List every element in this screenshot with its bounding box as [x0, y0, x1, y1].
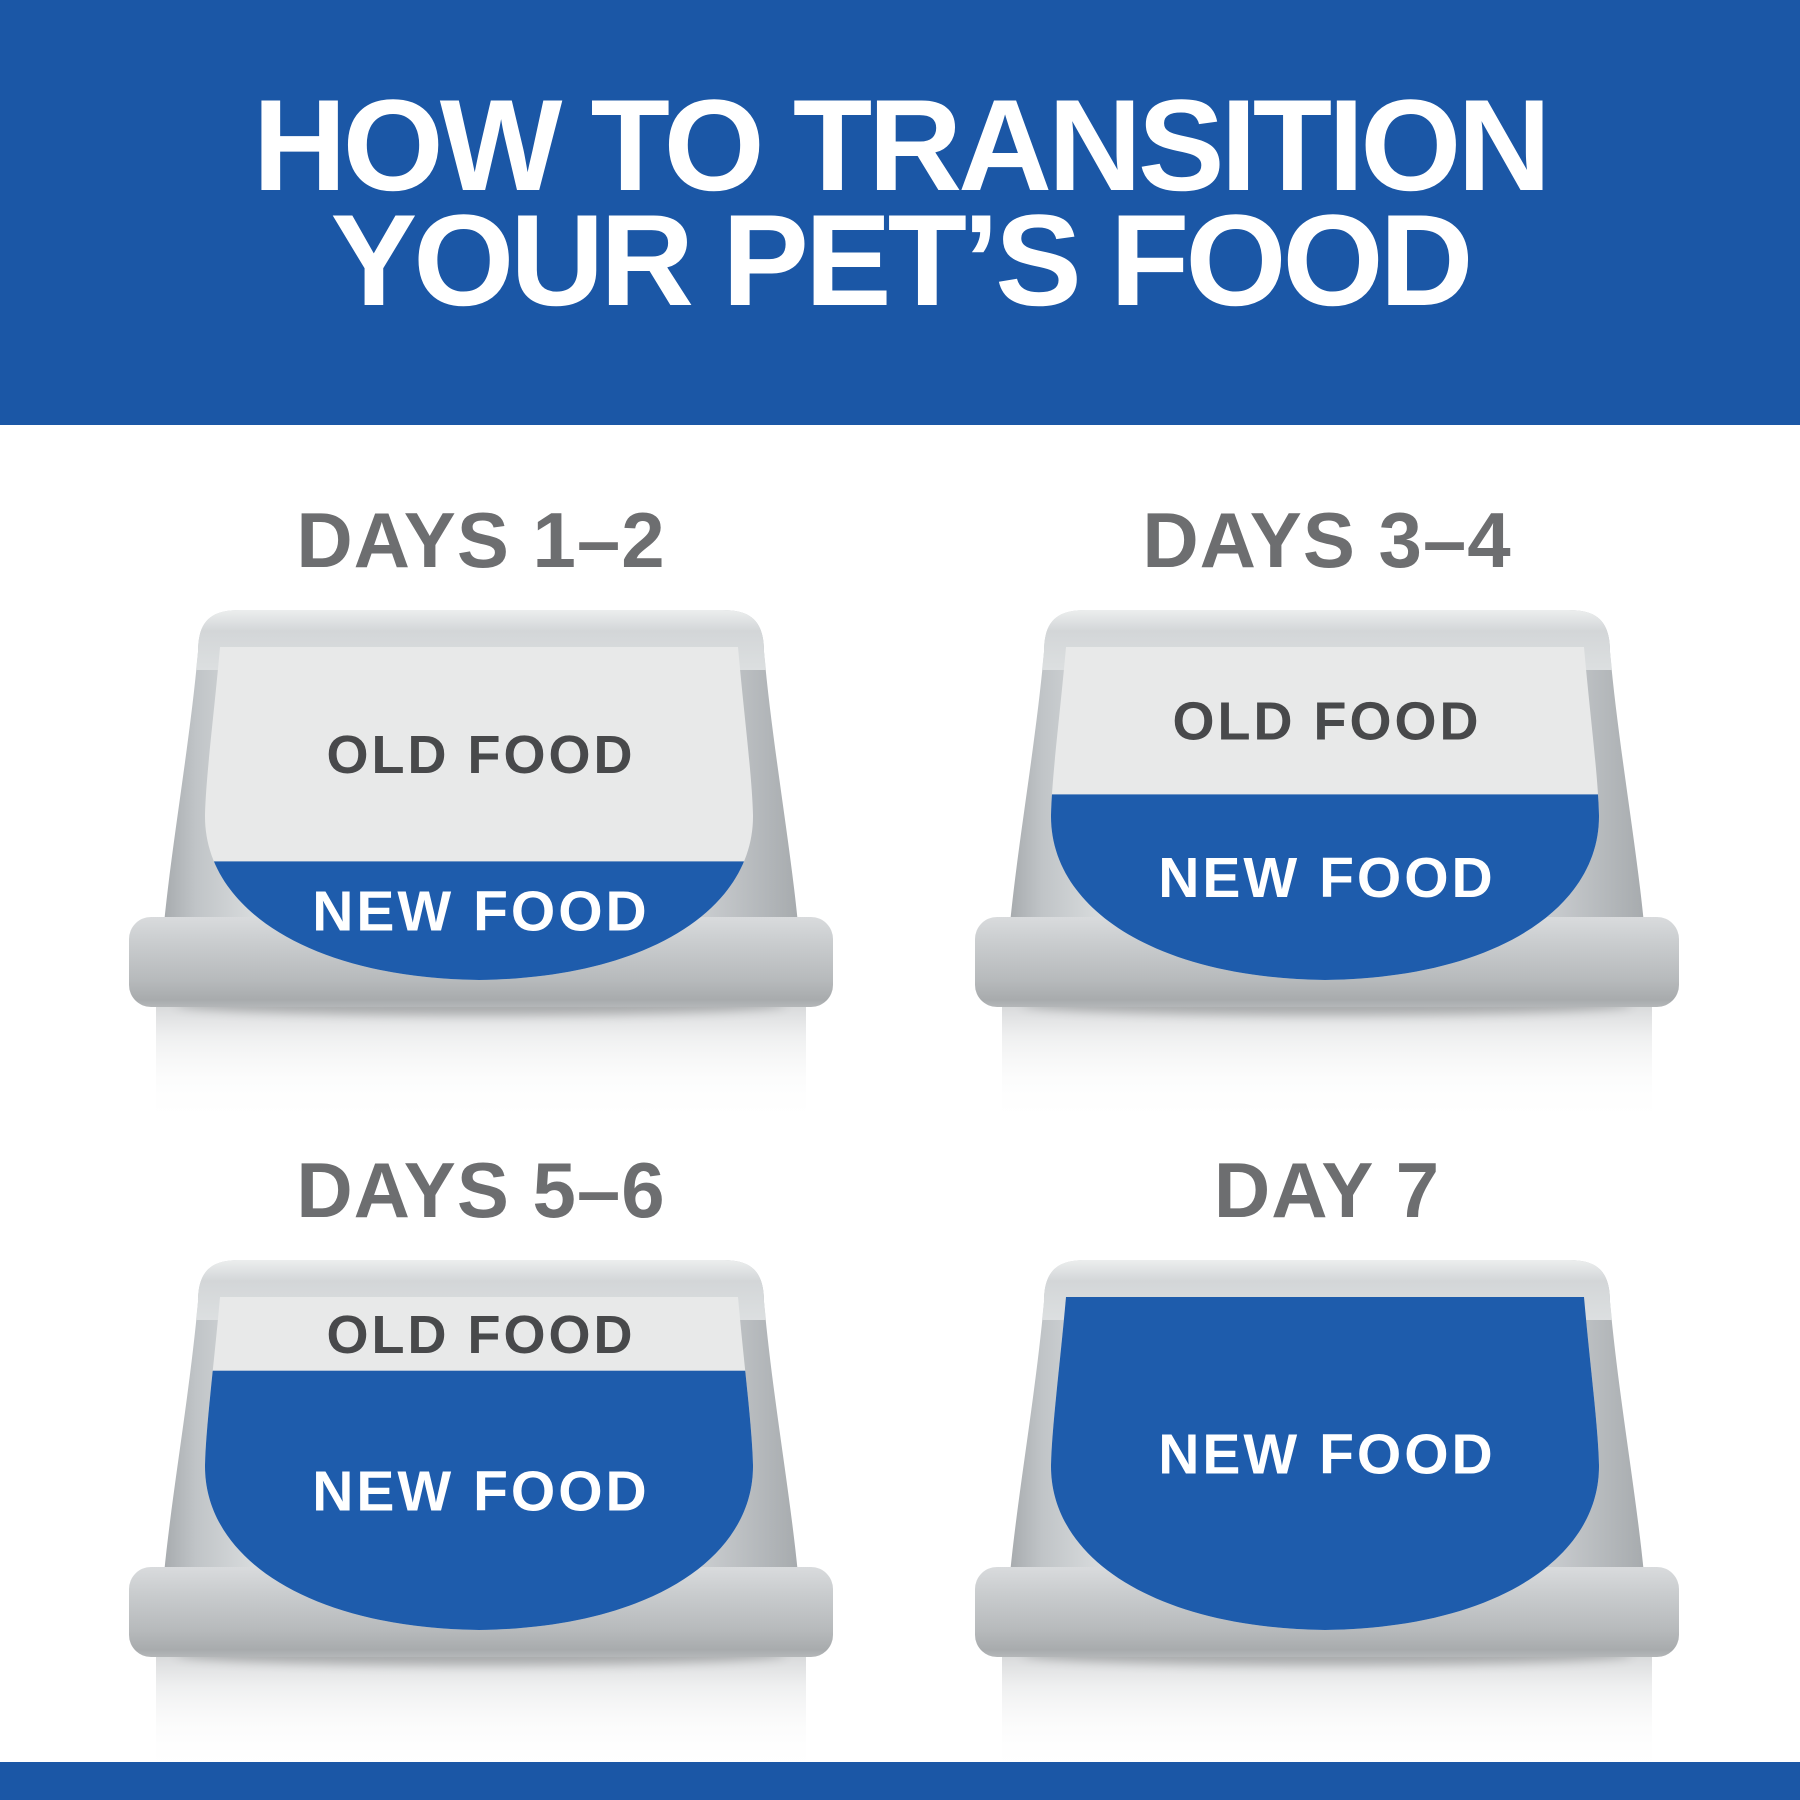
new-food-label: NEW FOOD: [1158, 1423, 1495, 1487]
bowl-illustration-day-7: NEW FOOD: [975, 1260, 1679, 1775]
old-food-label: OLD FOOD: [327, 1305, 636, 1365]
new-food-fill: [204, 1370, 754, 1630]
bowl-reflection: [156, 1007, 806, 1125]
bowl-reflection: [156, 1657, 806, 1775]
footer-bar: [0, 1762, 1800, 1800]
panel-days-1-2: DAYS 1–2 OLD FOOD NEW FOOD: [126, 480, 836, 1160]
header-title-line2: YOUR PET’S FOOD: [330, 187, 1473, 333]
new-food-label: NEW FOOD: [312, 1459, 649, 1523]
old-food-label: OLD FOOD: [1173, 692, 1482, 752]
header-title-line1: HOW TO TRANSITION: [252, 72, 1552, 218]
bowl-illustration-days-5-6: OLD FOOD NEW FOOD: [129, 1260, 833, 1775]
bowl-illustration-days-1-2: OLD FOOD NEW FOOD: [129, 610, 833, 1125]
old-food-label: OLD FOOD: [327, 725, 636, 785]
bowl-illustration-days-3-4: OLD FOOD NEW FOOD: [975, 610, 1679, 1125]
panel-day-7: DAY 7 NEW FOOD: [972, 1130, 1682, 1800]
bowl-reflection: [1002, 1007, 1652, 1125]
bowl-reflection: [1002, 1657, 1652, 1775]
panel-title: DAYS 5–6: [296, 1146, 666, 1234]
panel-title: DAYS 3–4: [1142, 496, 1512, 584]
panel-title: DAYS 1–2: [296, 496, 666, 584]
panel-title: DAY 7: [1213, 1146, 1441, 1234]
new-food-label: NEW FOOD: [312, 880, 649, 944]
panel-days-3-4: DAYS 3–4 OLD FOOD NEW FOOD: [972, 480, 1682, 1160]
panel-days-5-6: DAYS 5–6 OLD FOOD NEW FOOD: [126, 1130, 836, 1800]
new-food-fill: [1050, 1297, 1600, 1630]
header-banner: HOW TO TRANSITION YOUR PET’S FOOD: [0, 0, 1800, 425]
new-food-label: NEW FOOD: [1158, 846, 1495, 910]
